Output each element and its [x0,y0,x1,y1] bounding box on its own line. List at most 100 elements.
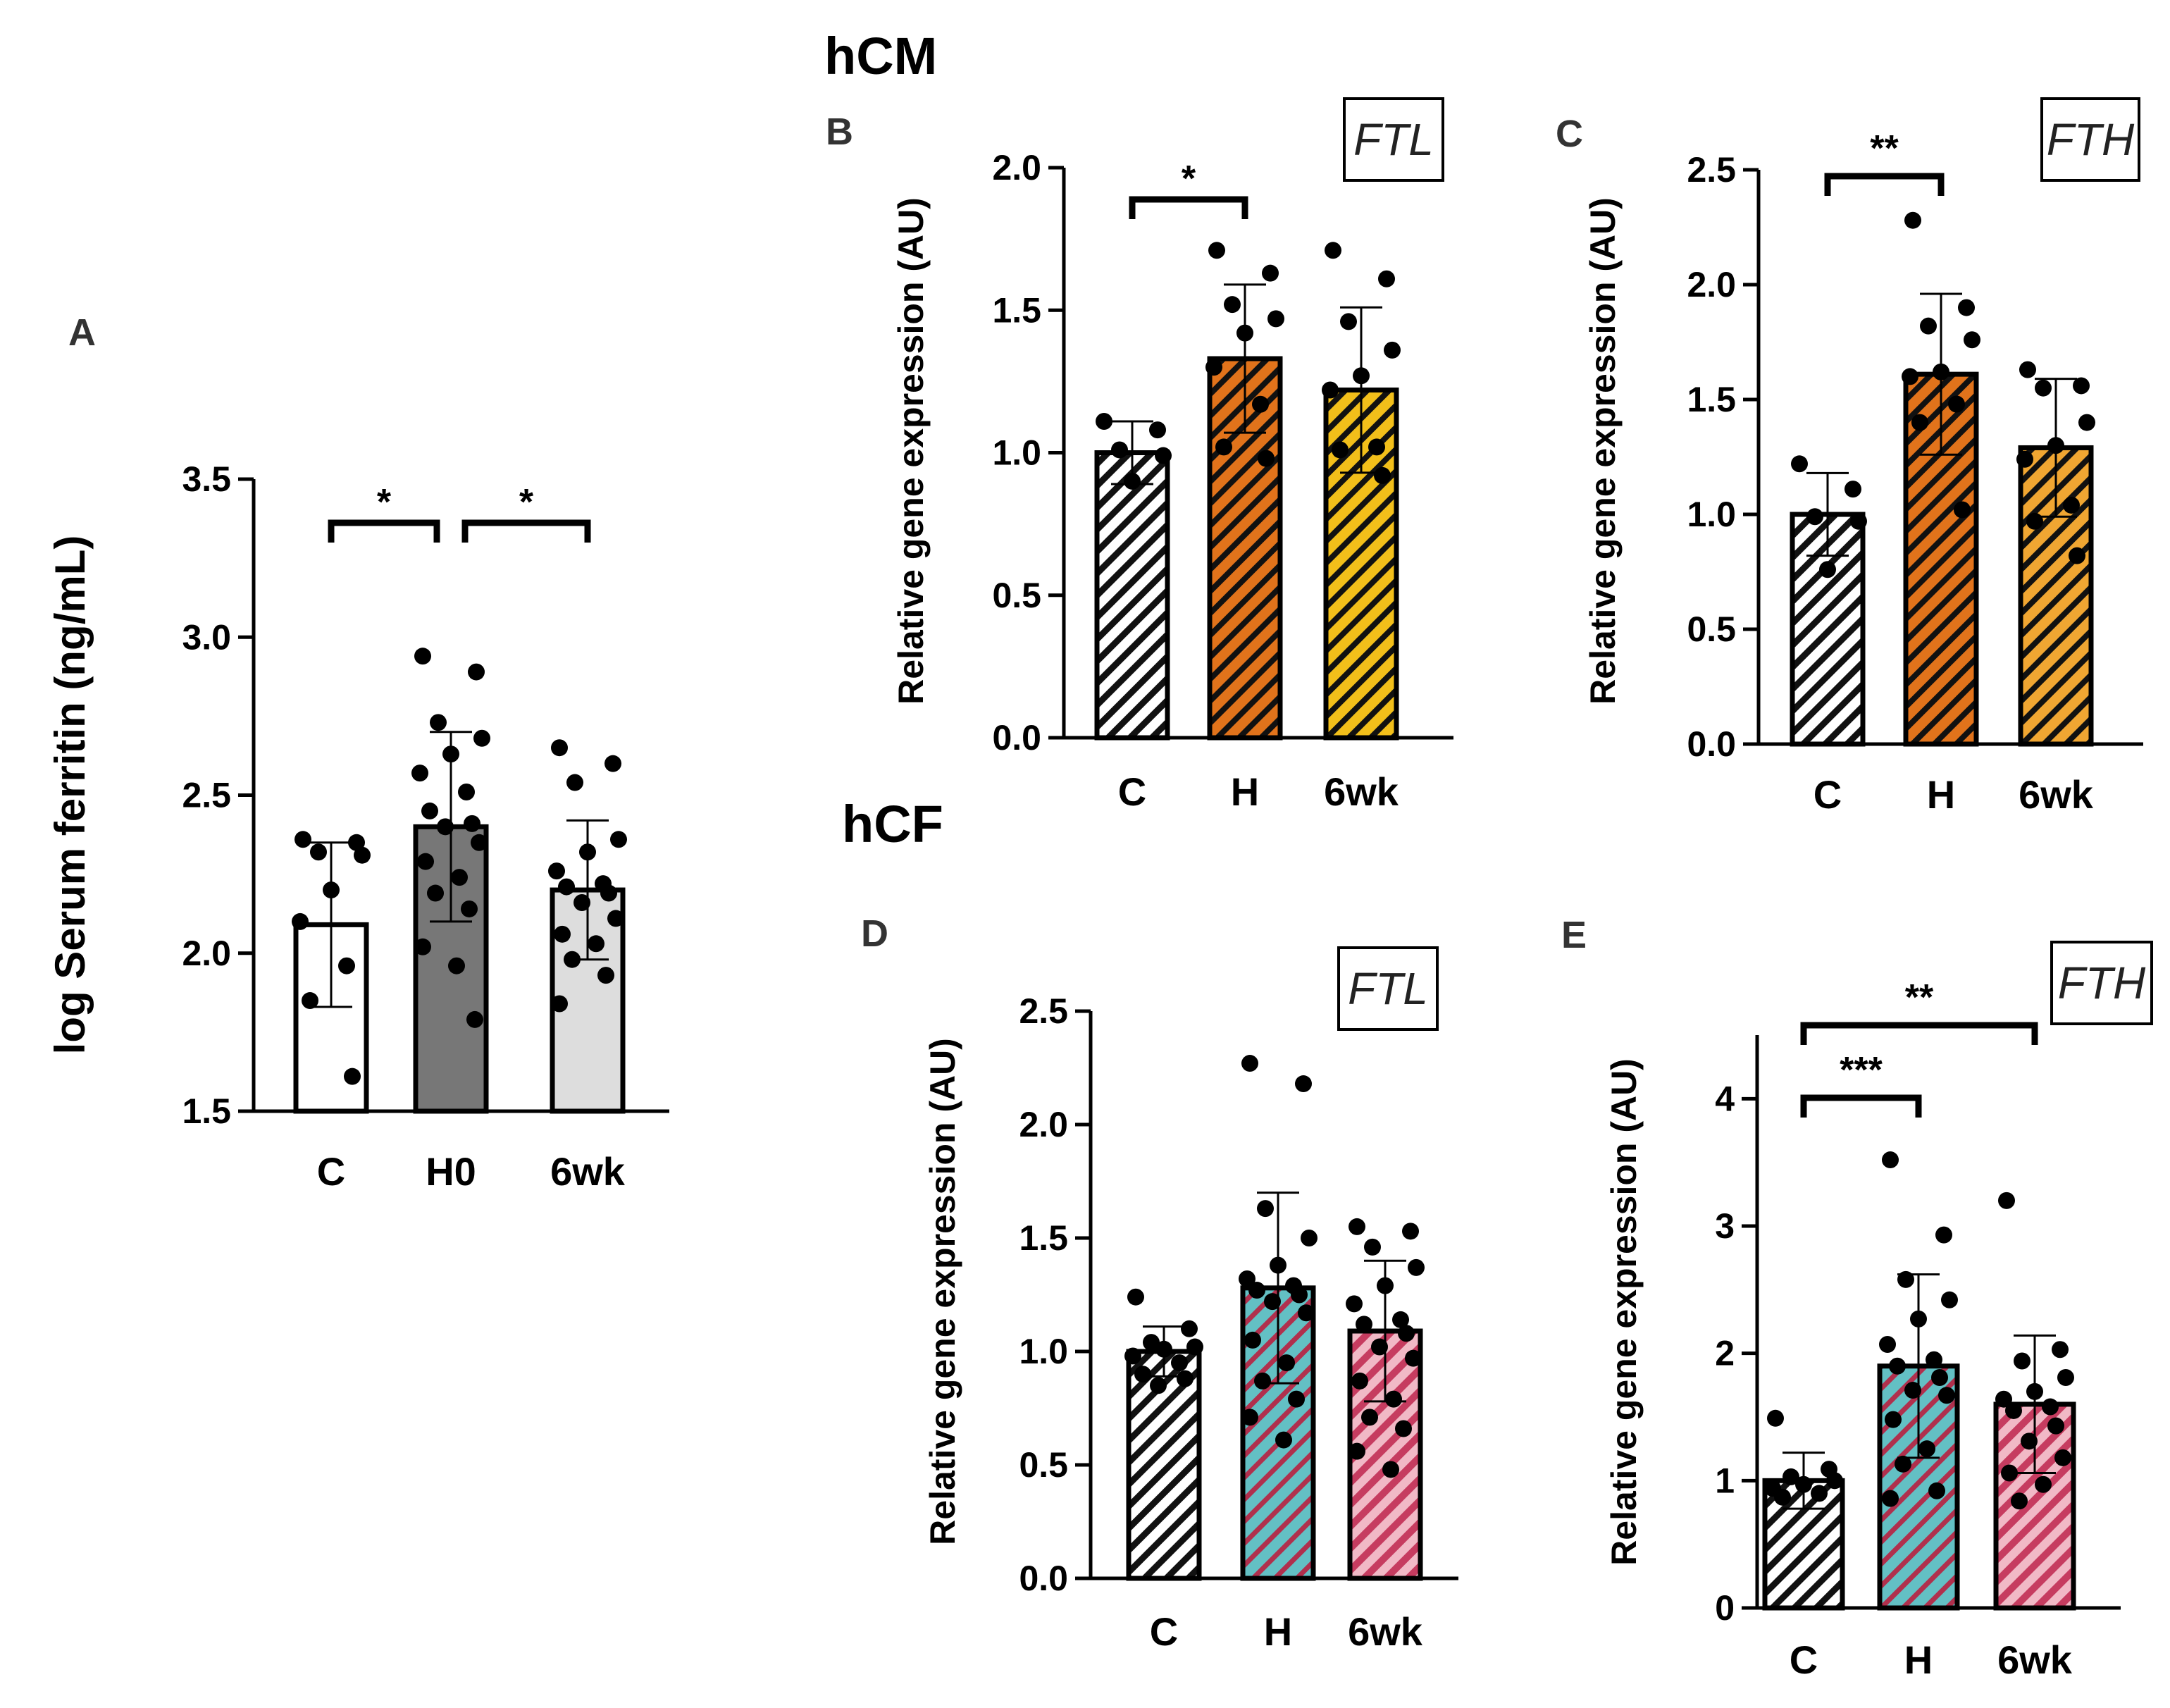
data-point [1897,1270,1914,1288]
data-point [1402,1223,1419,1240]
data-point [1791,455,1808,473]
x-tick-label: H [1231,769,1259,814]
data-point [2069,547,2085,564]
data-point [1127,1288,1144,1306]
data-point [1288,1390,1305,1408]
data-point [323,881,340,899]
y-tick-label: 1.5 [992,290,1041,330]
data-point [2011,1492,2028,1510]
data-point [1398,1325,1415,1342]
data-point [1248,1282,1265,1299]
data-point [1124,472,1141,490]
data-point [411,765,428,782]
data-point [1177,1370,1194,1387]
gene-box [2040,97,2140,182]
y-tick-label: 3.0 [182,617,231,657]
y-tick-label: 2.5 [182,776,231,815]
significance-label: *** [1840,1050,1883,1091]
data-point [458,784,475,801]
data-point [588,935,604,953]
data-point [302,992,318,1010]
x-tick-label: 6wk [1997,1638,2073,1682]
data-point [1241,1409,1258,1426]
data-point [1254,1372,1271,1390]
data-point [1931,1368,1948,1386]
data-point [1904,1382,1921,1399]
data-point [2063,496,2080,514]
data-point [1806,508,1823,526]
data-point [471,834,488,851]
data-point [1998,1192,2015,1209]
significance-bracket [1800,1094,1922,1118]
panel-letter: C [1556,113,1583,155]
data-point [1332,441,1348,459]
bar-C [1094,450,1170,741]
data-point [1405,1349,1422,1367]
panel-letter: E [1561,914,1587,956]
data-point [466,1010,483,1028]
y-tick-label: 2.0 [182,934,231,973]
y-tick-label: 1.5 [1019,1218,1068,1258]
x-tick-label: H [1264,1609,1292,1654]
group-label-hcf: hCF [842,795,943,853]
data-point [1910,1310,1927,1328]
data-point [1374,466,1391,484]
data-point [1954,501,1971,519]
data-point [1275,1431,1292,1449]
y-tick-label: 2.5 [1019,991,1068,1031]
data-point [1244,1331,1261,1349]
data-point [1346,1295,1363,1313]
x-tick-label: H [1904,1638,1933,1682]
data-point [1356,1316,1372,1333]
y-tick-label: 1 [1715,1461,1735,1500]
data-point [1262,264,1279,282]
x-tick-label: 6wk [550,1149,626,1194]
y-tick-label: 0.5 [1687,609,1736,649]
data-point [1241,1055,1258,1072]
data-point [1264,1293,1281,1311]
x-tick-label: C [1814,772,1842,817]
data-point [1364,1238,1381,1256]
x-tick-label: C [1118,769,1146,814]
y-tick-label: 2.0 [1019,1105,1068,1144]
data-point [1325,242,1341,259]
data-point [1935,1226,1952,1244]
data-point [1239,1270,1256,1287]
data-point [1928,1482,1945,1499]
panel-letter: B [826,111,853,153]
y-axis-label: log Serum ferritin (ng/mL) [46,536,94,1055]
data-point [1208,242,1225,259]
data-point [1926,1351,1942,1368]
x-tick-label: C [1150,1609,1178,1654]
y-tick-label: 1.0 [992,433,1041,473]
y-tick-label: 0.0 [1687,724,1736,764]
data-point [417,853,434,870]
significance-bracket [461,519,591,543]
data-point [2042,1398,2059,1416]
data-point [2019,361,2036,378]
data-point [414,938,431,955]
data-point [1889,1357,1906,1375]
x-tick-label: C [1790,1638,1818,1682]
data-point [1348,1442,1365,1460]
data-point [1948,395,1965,413]
data-point [1385,1390,1402,1408]
panel-c: C FTH Relative gene expression (AU) 0.0 0.5 1… [1556,97,2143,817]
y-tick-label: 3.5 [182,459,231,499]
data-point [344,1068,361,1085]
data-point [1395,1420,1412,1437]
y-tick-label: 0.0 [992,718,1041,757]
y-axis-label: Relative gene expression (AU) [1604,1058,1644,1566]
data-point [2054,1449,2071,1466]
data-point [1882,1151,1899,1169]
y-tick-label: 2 [1715,1334,1735,1373]
data-point [1826,1472,1843,1490]
data-point [1351,1372,1368,1390]
data-point [1904,211,1921,229]
data-point [294,831,311,848]
panel-d: D FTL Relative gene expression (AU) 0.0 0.5 1… [861,912,1458,1654]
data-point [1252,395,1269,413]
x-tick-label: 6wk [1324,769,1399,814]
data-point [1377,1277,1394,1294]
